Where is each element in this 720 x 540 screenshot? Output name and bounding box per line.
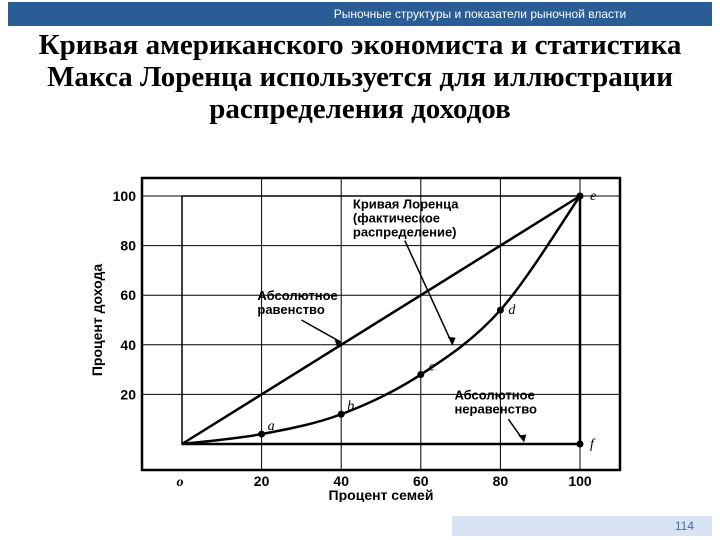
svg-text:e: e — [590, 189, 596, 204]
slide-title: Кривая американского экономиста и статис… — [20, 30, 700, 126]
svg-text:Кривая Лоренца: Кривая Лоренца — [353, 196, 459, 211]
svg-text:20: 20 — [254, 473, 270, 489]
svg-text:неравенство: неравенство — [454, 401, 537, 416]
svg-text:d: d — [508, 303, 516, 318]
svg-text:(фактическое: (фактическое — [353, 210, 440, 225]
lorenz-chart: abcdef20406080100o20406080100Процент сем… — [90, 172, 630, 502]
svg-text:b: b — [347, 399, 354, 414]
svg-text:Процент семей: Процент семей — [329, 487, 434, 502]
svg-text:Абсолютное: Абсолютное — [454, 387, 534, 402]
svg-text:40: 40 — [120, 337, 136, 353]
svg-text:o: o — [177, 475, 184, 490]
svg-text:80: 80 — [493, 473, 509, 489]
svg-text:c: c — [429, 360, 436, 375]
svg-text:распределение): распределение) — [353, 224, 457, 239]
svg-text:60: 60 — [120, 287, 136, 303]
svg-text:100: 100 — [113, 188, 137, 204]
page-number: 114 — [675, 519, 694, 533]
footer-bar: 114 — [452, 516, 712, 536]
header-subtitle: Рыночные структуры и показатели рыночной… — [334, 7, 626, 21]
svg-text:80: 80 — [120, 238, 136, 254]
header-bar: Рыночные структуры и показатели рыночной… — [8, 2, 712, 26]
svg-text:Процент дохода: Процент дохода — [90, 264, 105, 377]
svg-text:a: a — [268, 419, 275, 434]
svg-text:100: 100 — [568, 473, 592, 489]
svg-text:f: f — [590, 437, 596, 452]
svg-text:20: 20 — [120, 386, 136, 402]
svg-text:Абсолютное: Абсолютное — [257, 288, 337, 303]
svg-text:равенство: равенство — [257, 302, 324, 317]
